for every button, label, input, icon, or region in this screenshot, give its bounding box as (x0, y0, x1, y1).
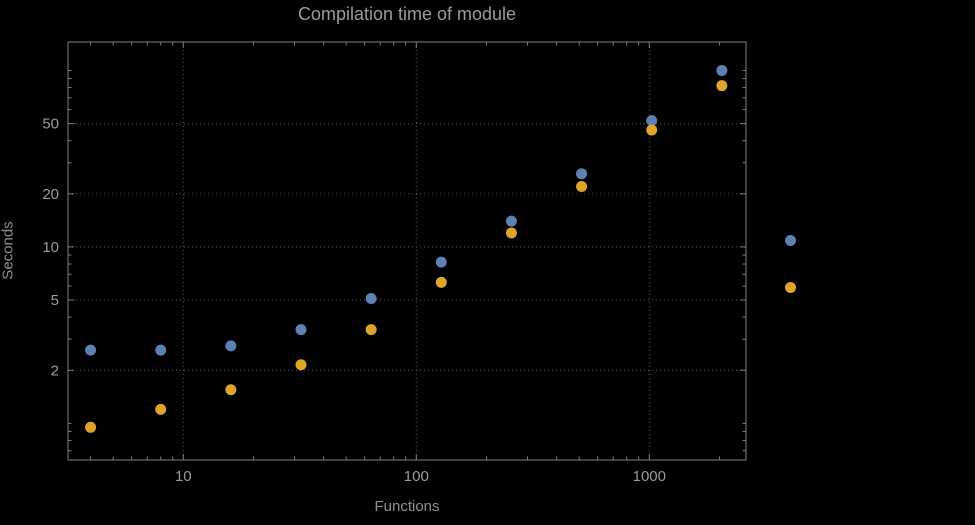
data-point-series-orange (85, 421, 97, 433)
y-tick-label: 20 (42, 186, 59, 203)
data-point-series-orange (225, 384, 237, 396)
x-axis-label: Functions (374, 498, 440, 515)
data-point-series-blue (85, 344, 97, 356)
data-point-series-blue (225, 340, 237, 352)
x-tick-label: 100 (404, 468, 429, 485)
data-point-series-blue (576, 168, 588, 180)
legend-marker-blue (785, 235, 796, 246)
y-tick-label: 2 (51, 362, 59, 379)
data-point-series-orange (505, 227, 517, 239)
data-point-series-orange (435, 276, 447, 288)
data-point-series-orange (155, 403, 167, 415)
data-point-series-orange (295, 359, 307, 371)
x-tick-label: 1000 (633, 468, 666, 485)
data-point-series-blue (155, 344, 167, 356)
plot-frame (67, 41, 747, 461)
data-point-series-orange (576, 181, 588, 193)
x-tick-label: 10 (175, 468, 192, 485)
y-axis-label: Seconds (0, 221, 17, 280)
data-point-series-blue (505, 215, 517, 227)
data-point-series-blue (435, 256, 447, 268)
data-point-series-blue (365, 293, 377, 305)
data-point-series-orange (365, 324, 377, 336)
data-point-series-orange (646, 124, 658, 136)
plot-legend (785, 235, 796, 293)
data-point-series-blue (716, 64, 728, 76)
y-tick-label: 10 (42, 239, 59, 256)
data-point-series-orange (716, 80, 728, 92)
data-point-series-blue (646, 115, 658, 127)
plot-title: Compilation time of module (297, 4, 517, 24)
y-tick-label: 5 (51, 292, 59, 309)
legend-marker-orange (785, 282, 796, 293)
data-point-series-blue (295, 324, 307, 336)
y-tick-label: 50 (42, 116, 59, 133)
